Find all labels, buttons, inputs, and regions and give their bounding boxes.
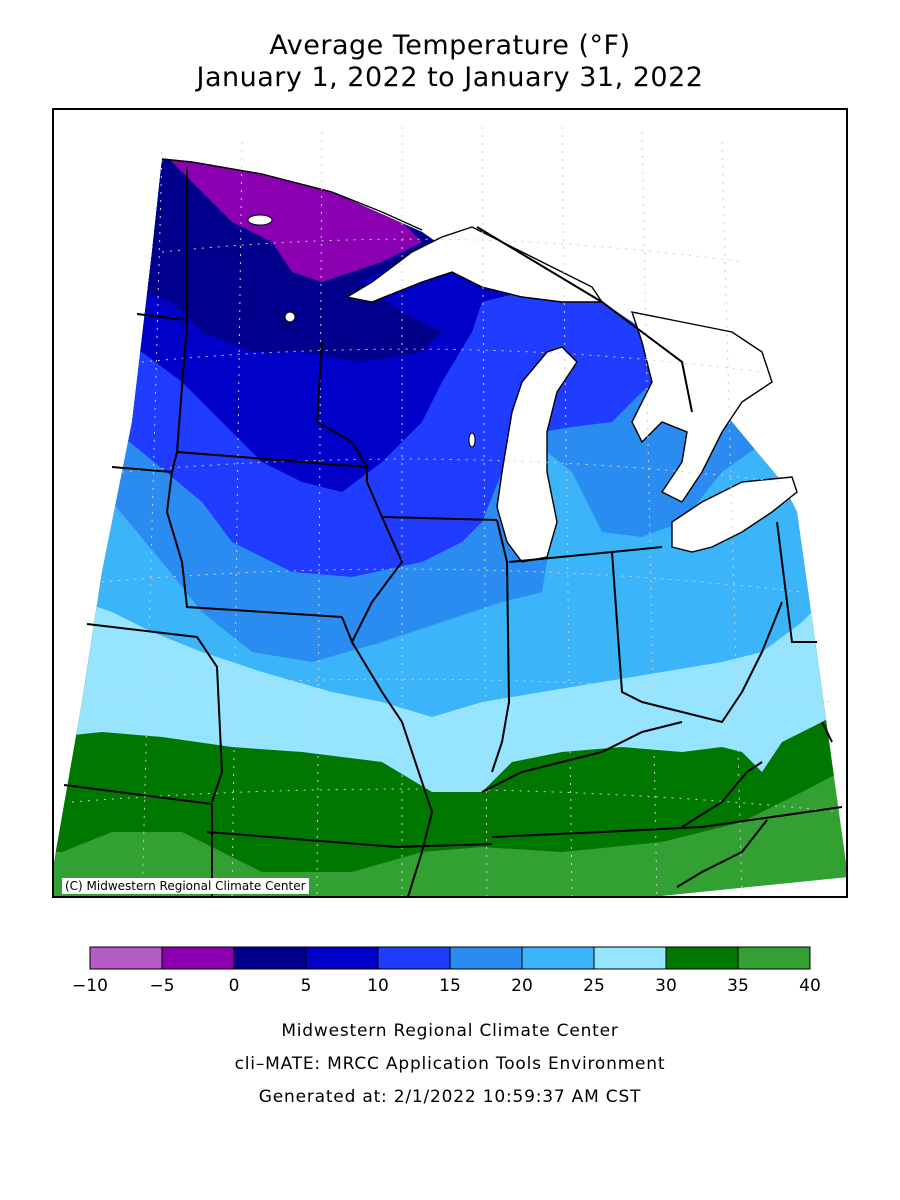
lake-michigan xyxy=(496,346,578,563)
border-ks-ok xyxy=(63,784,213,896)
copyright-notice: (C) Midwestern Regional Climate Center xyxy=(62,878,309,894)
legend-swatch xyxy=(377,946,451,970)
lat-lon-grid xyxy=(71,126,843,896)
border-ohio-river xyxy=(481,721,683,793)
legend-tick-label: 10 xyxy=(367,976,389,996)
legend-swatch xyxy=(593,946,667,970)
state-borders xyxy=(63,167,843,896)
legend-tick-label: 40 xyxy=(799,976,821,996)
border-nd-sd xyxy=(136,313,188,321)
border-mi-up xyxy=(476,226,693,413)
contour-minus5-0 xyxy=(162,159,422,282)
temperature-map-svg xyxy=(54,110,846,896)
border-tn-nc xyxy=(676,819,768,888)
canada-region xyxy=(162,110,846,352)
legend-swatch xyxy=(737,946,811,970)
legend-tick-label: 20 xyxy=(511,976,533,996)
border-nd-mn xyxy=(171,167,188,473)
footer-org: Midwestern Regional Climate Center xyxy=(281,1021,619,1041)
legend-tick-label: 25 xyxy=(583,976,605,996)
legend-swatch xyxy=(89,946,163,970)
border-oh-wv xyxy=(741,601,783,693)
border-mn-wi xyxy=(315,341,368,468)
inland-lakes xyxy=(247,214,476,448)
legend-tick-label: 15 xyxy=(439,976,461,996)
legend-swatch xyxy=(161,946,235,970)
border-mn-ia xyxy=(176,451,498,521)
border-sd-ne-ia xyxy=(111,466,343,618)
legend-swatch xyxy=(305,946,379,970)
footer-generated: Generated at: 2/1/2022 10:59:37 AM CST xyxy=(258,1087,642,1107)
legend-tick-label: −5 xyxy=(149,976,174,996)
legend-tick-label: 35 xyxy=(727,976,749,996)
footer-app: cli–MATE: MRCC Application Tools Environ… xyxy=(234,1054,666,1074)
border-ia-il xyxy=(351,516,404,643)
color-legend: −10 −5 0 5 10 15 20 25 30 35 40 xyxy=(72,946,821,996)
legend-tick-label: 30 xyxy=(655,976,677,996)
border-ne-ks-mo xyxy=(86,623,224,803)
legend-tick-label: 0 xyxy=(229,976,240,996)
legend-swatch xyxy=(449,946,523,970)
border-il-in xyxy=(491,519,511,773)
canada-border xyxy=(161,158,423,231)
lake-erie xyxy=(671,476,798,553)
border-ky-tn xyxy=(491,806,843,838)
lake-huron xyxy=(630,311,773,503)
legend-tick-label: 5 xyxy=(301,976,312,996)
temperature-map: (C) Midwestern Regional Climate Center xyxy=(52,108,848,898)
legend-swatch xyxy=(521,946,595,970)
border-in-oh xyxy=(611,551,743,724)
lake-superior xyxy=(345,226,604,303)
map-date-range: January 1, 2022 to January 31, 2022 xyxy=(196,62,704,93)
border-oh-pa xyxy=(776,521,817,643)
border-wv xyxy=(821,721,833,743)
great-lakes xyxy=(345,226,798,563)
border-ky-va xyxy=(681,761,763,828)
border-mo-ar xyxy=(206,831,493,849)
legend-tick-label: −10 xyxy=(72,976,108,996)
legend-swatch xyxy=(233,946,307,970)
legend-swatch xyxy=(665,946,739,970)
map-title: Average Temperature (°F) xyxy=(269,30,631,61)
